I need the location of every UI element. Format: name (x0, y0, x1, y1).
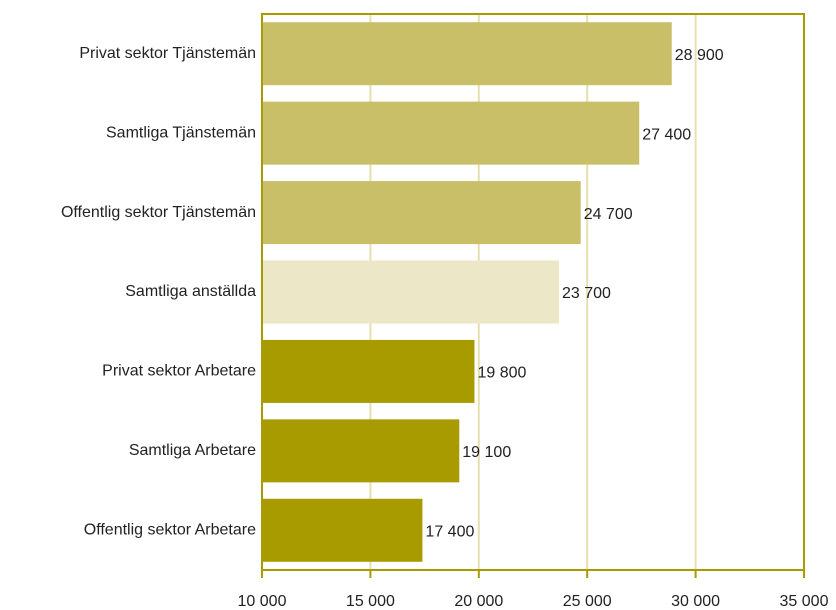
x-tick-label: 15 000 (346, 593, 395, 610)
category-label: Offentlig sektor Tjänstemän (61, 204, 256, 221)
bar (262, 339, 475, 403)
x-tick-label: 20 000 (454, 593, 503, 610)
x-tick-label: 30 000 (671, 593, 720, 610)
value-label: 28 900 (675, 47, 724, 64)
value-label: 19 100 (462, 444, 511, 461)
bar (262, 181, 581, 245)
bar (262, 101, 640, 165)
category-label: Samtliga Arbetare (129, 442, 256, 459)
value-label: 17 400 (425, 524, 474, 541)
bar (262, 419, 460, 483)
plot-frame (261, 13, 805, 571)
bar (262, 22, 672, 86)
category-label: Offentlig sektor Arbetare (84, 522, 256, 539)
bar (262, 498, 423, 562)
category-label: Samtliga anställda (125, 283, 256, 300)
category-label: Privat sektor Arbetare (102, 363, 256, 380)
category-label: Samtliga Tjänstemän (106, 124, 256, 141)
x-tick-label: 25 000 (563, 593, 612, 610)
value-label: 24 700 (584, 206, 633, 223)
category-label: Privat sektor Tjänstemän (79, 45, 256, 62)
value-label: 27 400 (642, 126, 691, 143)
x-tick-label: 10 000 (238, 593, 287, 610)
value-label: 19 800 (477, 365, 526, 382)
x-tick-label: 35 000 (780, 593, 829, 610)
bar (262, 260, 560, 324)
value-label: 23 700 (562, 285, 611, 302)
